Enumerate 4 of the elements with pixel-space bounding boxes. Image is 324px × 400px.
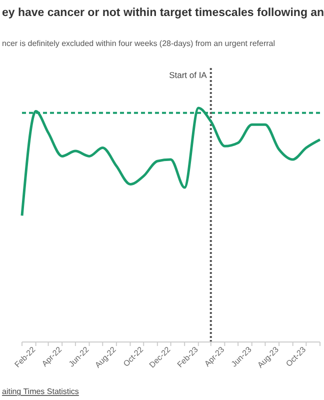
- text: aiting Times Statistics: [2, 387, 79, 396]
- chart-subtitle: ncer is definitely excluded within four weeks (28-days) from an urgent referral: [2, 39, 276, 48]
- ref-line-label: Start of IA: [169, 70, 208, 80]
- chart-title: ey have cancer or not within target timescales following an: [2, 7, 324, 19]
